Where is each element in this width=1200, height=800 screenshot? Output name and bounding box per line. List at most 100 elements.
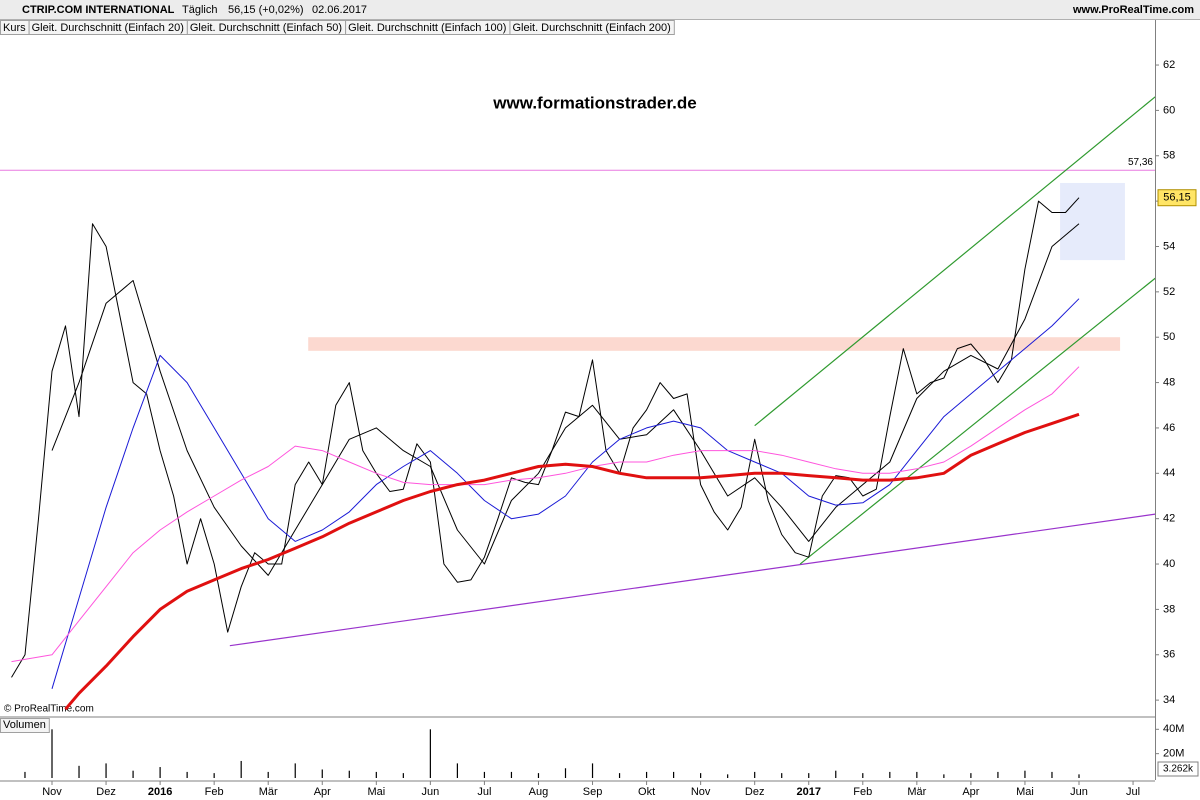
volume-bar bbox=[1078, 774, 1080, 778]
legend-label: Kurs bbox=[3, 22, 26, 34]
volume-title-box bbox=[0, 718, 50, 733]
legend-box bbox=[509, 20, 675, 35]
price-line bbox=[64, 412, 1080, 711]
x-tick-label: Dez bbox=[745, 786, 765, 798]
y-tick-label: 50 bbox=[1163, 331, 1175, 343]
volume-bar bbox=[754, 771, 756, 778]
price-line bbox=[51, 223, 1080, 576]
x-tick-label: Apr bbox=[962, 786, 979, 798]
x-tick-label: Mär bbox=[907, 786, 926, 798]
volume-bar bbox=[456, 763, 458, 778]
copyright: © ProRealTime.com bbox=[4, 704, 94, 715]
x-tick-label: Aug bbox=[529, 786, 549, 798]
chart-title: CTRIP.COM INTERNATIONAL bbox=[22, 4, 175, 16]
x-tick-label: Mai bbox=[1016, 786, 1034, 798]
volume-bar bbox=[294, 763, 296, 778]
volume-bar bbox=[51, 729, 53, 778]
legend-label: Gleit. Durchschnitt (Einfach 200) bbox=[512, 22, 670, 34]
last-price-label: 56,15 bbox=[1163, 192, 1191, 204]
volume-bar bbox=[348, 770, 350, 778]
volume-bar bbox=[564, 768, 567, 778]
volume-bar bbox=[943, 774, 945, 778]
x-tick-label: Apr bbox=[314, 786, 331, 798]
volume-bar bbox=[240, 760, 242, 778]
x-tick-label: 2017 bbox=[796, 786, 820, 798]
volume-bar bbox=[916, 771, 918, 778]
volume-bar bbox=[591, 763, 594, 778]
volume-bar bbox=[186, 771, 188, 778]
price-line bbox=[51, 298, 1080, 689]
volume-bar bbox=[402, 773, 404, 778]
volume-tick-label: 20M bbox=[1163, 748, 1184, 760]
resistance-label: 57,36 bbox=[1128, 157, 1153, 168]
zone bbox=[1060, 182, 1125, 261]
volume-bar bbox=[267, 771, 269, 778]
quote: 56,15 (+0,02%) bbox=[228, 4, 304, 16]
volume-bar bbox=[537, 773, 540, 778]
x-tick-label: 2016 bbox=[148, 786, 172, 798]
volume-bar bbox=[700, 773, 702, 778]
volume-bar bbox=[213, 773, 215, 778]
x-tick-label: Mai bbox=[367, 786, 385, 798]
volume-bar bbox=[132, 770, 134, 778]
volume-tick-label: 40M bbox=[1163, 723, 1184, 735]
y-tick-label: 62 bbox=[1163, 59, 1175, 71]
y-tick-label: 44 bbox=[1163, 467, 1175, 479]
volume-bar bbox=[673, 771, 675, 778]
zone bbox=[308, 337, 1121, 351]
volume-last-label: 3.262k bbox=[1163, 764, 1194, 775]
volume-bar bbox=[321, 769, 323, 778]
volume-bar bbox=[889, 771, 891, 778]
y-tick-label: 34 bbox=[1163, 694, 1175, 706]
legend-label: Gleit. Durchschnitt (Einfach 20) bbox=[32, 22, 184, 34]
x-tick-label: Dez bbox=[96, 786, 116, 798]
volume-title: Volumen bbox=[3, 719, 46, 731]
volume-bar bbox=[159, 767, 161, 778]
trendline bbox=[754, 96, 1156, 427]
volume-bar bbox=[808, 773, 810, 778]
x-tick-label: Feb bbox=[205, 786, 224, 798]
volume-bar bbox=[375, 771, 377, 778]
x-tick-label: Feb bbox=[853, 786, 872, 798]
volume-bar bbox=[1051, 771, 1053, 778]
volume-bar bbox=[105, 763, 107, 778]
trendline bbox=[229, 513, 1156, 647]
x-tick-label: Jul bbox=[477, 786, 491, 798]
last-price-box bbox=[1157, 189, 1197, 207]
y-tick-label: 46 bbox=[1163, 422, 1175, 434]
volume-bar bbox=[727, 774, 729, 778]
y-tick-label: 38 bbox=[1163, 603, 1175, 615]
y-tick-label: 58 bbox=[1163, 150, 1175, 162]
y-tick-label: 40 bbox=[1163, 558, 1175, 570]
volume-bar bbox=[510, 771, 513, 778]
y-tick-label: 42 bbox=[1163, 513, 1175, 525]
y-tick-label: 54 bbox=[1163, 240, 1175, 252]
volume-bar bbox=[997, 771, 999, 778]
volume-bar bbox=[483, 771, 486, 778]
y-tick-label: 60 bbox=[1163, 104, 1175, 116]
volume-bar bbox=[835, 770, 837, 778]
watermark: www.formationstrader.de bbox=[492, 93, 696, 112]
price-line bbox=[11, 366, 1080, 663]
trendline bbox=[799, 277, 1156, 565]
source: www.ProRealTime.com bbox=[1072, 4, 1194, 16]
header-bar bbox=[0, 0, 1200, 19]
volume-bar bbox=[78, 765, 80, 778]
y-tick-label: 48 bbox=[1163, 376, 1175, 388]
volume-bar bbox=[1024, 770, 1026, 778]
volume-bar bbox=[618, 773, 621, 778]
y-tick-label: 36 bbox=[1163, 649, 1175, 661]
volume-bar bbox=[862, 773, 864, 778]
interval: Täglich bbox=[182, 4, 217, 16]
volume-last-box bbox=[1157, 761, 1199, 777]
price-line bbox=[11, 197, 1080, 678]
volume-bar bbox=[24, 771, 26, 778]
x-tick-label: Jun bbox=[421, 786, 439, 798]
x-tick-label: Nov bbox=[42, 786, 62, 798]
y-tick-label: 52 bbox=[1163, 286, 1175, 298]
volume-bar bbox=[645, 771, 648, 778]
volume-bar bbox=[429, 729, 431, 778]
volume-bar bbox=[781, 773, 783, 778]
legend-label: Gleit. Durchschnitt (Einfach 100) bbox=[348, 22, 506, 34]
